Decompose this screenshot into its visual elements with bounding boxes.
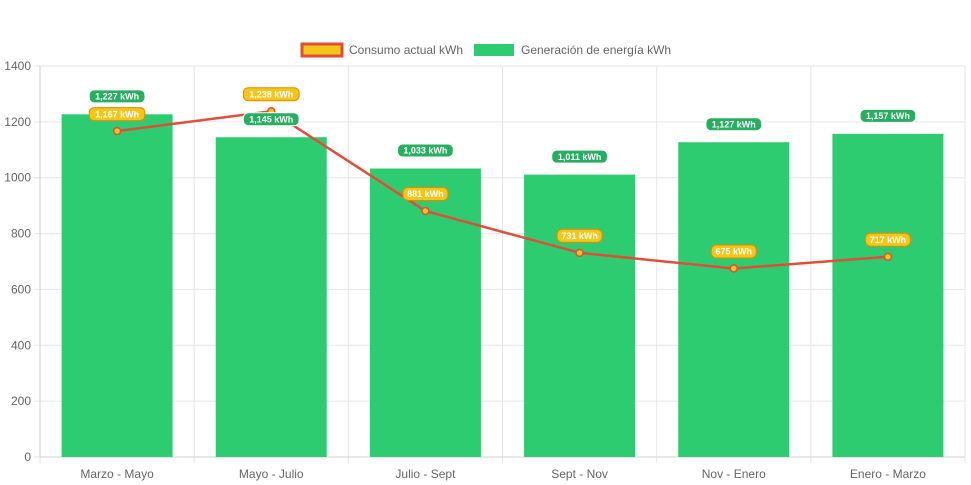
line-point[interactable]: [112, 126, 122, 136]
line-data-label: 675 kWh: [710, 244, 757, 259]
y-tick-label: 1400: [4, 59, 31, 73]
bar[interactable]: [832, 133, 944, 457]
bar[interactable]: [61, 114, 173, 457]
bar-data-label: 1,227 kWh: [88, 89, 146, 104]
x-axis: Marzo - Mayo Mayo - Julio Julio - Sept Sept…: [40, 456, 965, 481]
bar-data-label: 1,157 kWh: [859, 108, 917, 123]
line-data-label-text: 731 kWh: [561, 231, 598, 241]
x-tick-label: Julio - Sept: [395, 467, 456, 481]
bar[interactable]: [215, 137, 327, 458]
line-data-label: 1,167 kWh: [88, 107, 146, 122]
x-tick-label: Mayo - Julio: [239, 467, 304, 481]
legend-swatch-consumo: [300, 42, 344, 58]
bar-series: [61, 114, 944, 458]
x-tick-label: Sept - Nov: [551, 467, 608, 481]
data-labels: 1,227 kWh 1,145 kWh 1,033 kWh 1,011 kWh 1,12…: [88, 87, 917, 259]
bar-data-label: 1,033 kWh: [397, 143, 454, 158]
bar-data-label-bg: [242, 112, 300, 127]
bar-data-label-bg: [705, 117, 763, 132]
bar[interactable]: [369, 168, 481, 457]
y-tick-label: 200: [11, 394, 31, 408]
line-data-label: 731 kWh: [556, 228, 603, 243]
bar-data-label: 1,145 kWh: [242, 112, 300, 127]
bar-data-label: 1,127 kWh: [705, 117, 763, 132]
legend-item-generacion[interactable]: Generación de energía kWh: [474, 43, 671, 57]
y-tick-label: 1000: [4, 171, 31, 185]
line-data-label-text: 1,167 kWh: [95, 109, 139, 119]
y-axis: 0 200 400 600 800 1000 1200 1400: [4, 59, 41, 464]
line-data-label-bg: [242, 87, 300, 102]
line-point[interactable]: [883, 252, 893, 262]
x-tick-label: Marzo - Mayo: [80, 467, 154, 481]
bar-data-label-bg: [859, 108, 917, 123]
legend[interactable]: Consumo actual kWh Generación de energía …: [300, 42, 671, 58]
x-tick-label: Enero - Marzo: [850, 467, 926, 481]
line-data-label-bg: [402, 186, 449, 201]
line-data-label: 1,238 kWh: [242, 87, 300, 102]
y-tick-label: 800: [11, 227, 31, 241]
line-point[interactable]: [575, 248, 584, 258]
line-point[interactable]: [729, 264, 738, 273]
legend-label-consumo: Consumo actual kWh: [349, 43, 463, 57]
line-data-label: 717 kWh: [864, 232, 911, 247]
bar-data-label: 1,011 kWh: [551, 149, 608, 164]
line-data-label-text: 717 kWh: [870, 235, 907, 245]
bar-data-label-bg: [397, 143, 454, 158]
bar[interactable]: [678, 142, 790, 457]
line-data-label-text: 881 kWh: [407, 189, 444, 199]
legend-label-generacion: Generación de energía kWh: [521, 43, 671, 57]
y-tick-label: 400: [11, 338, 31, 352]
y-tick-label: 1200: [4, 115, 31, 129]
bar[interactable]: [524, 174, 636, 457]
line-data-label-bg: [88, 107, 146, 122]
line-data-label-bg: [864, 232, 911, 247]
bar-data-label-bg: [88, 89, 146, 104]
bar-data-label-text: 1,157 kWh: [866, 111, 910, 121]
bar-data-label-bg: [551, 149, 608, 164]
grid-lines: [34, 65, 966, 463]
bar-data-label-text: 1,127 kWh: [712, 119, 756, 129]
line-data-label-bg: [710, 244, 757, 259]
line-data-label-text: 1,238 kWh: [249, 89, 293, 99]
y-tick-label: 0: [24, 450, 31, 464]
legend-swatch-generacion: [474, 44, 514, 56]
bar-data-label-text: 1,011 kWh: [558, 152, 602, 162]
bar-data-label-text: 1,145 kWh: [249, 114, 293, 124]
bar-data-label-text: 1,033 kWh: [403, 146, 447, 156]
legend-item-consumo[interactable]: Consumo actual kWh: [300, 42, 463, 58]
line-data-label: 881 kWh: [402, 186, 449, 201]
line-data-label-bg: [556, 228, 603, 243]
line-point[interactable]: [421, 206, 430, 216]
line-data-label-text: 675 kWh: [715, 247, 752, 257]
y-tick-label: 600: [11, 282, 31, 296]
x-tick-label: Nov - Enero: [702, 467, 766, 481]
bar-data-label-text: 1,227 kWh: [95, 92, 139, 102]
